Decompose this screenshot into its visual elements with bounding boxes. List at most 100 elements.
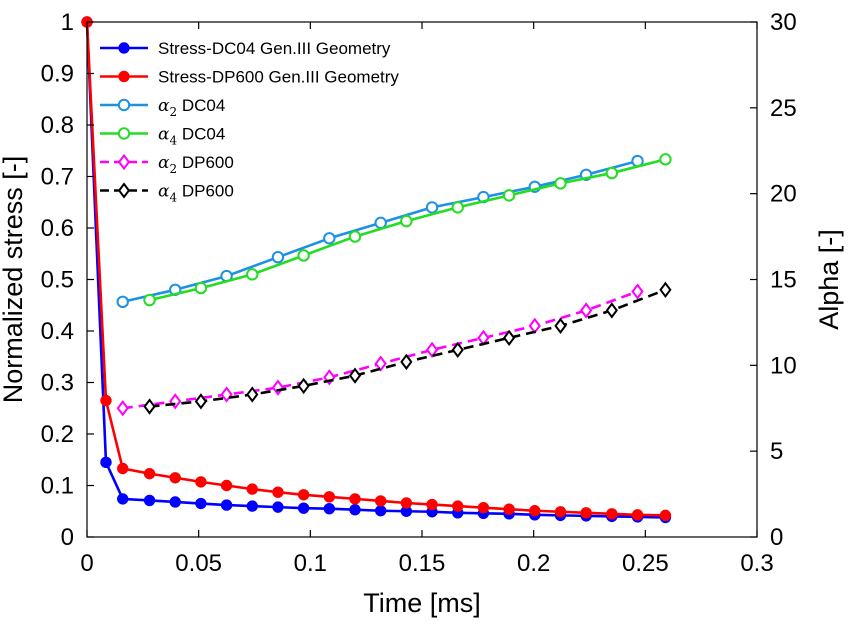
y-right-tick-label: 0: [770, 524, 783, 551]
legend-entry-1: Stress-DC04 Gen.III Geometry: [100, 39, 391, 58]
data-point: [246, 483, 258, 495]
legend-entry-2: Stress-DP600 Gen.III Geometry: [100, 68, 399, 87]
data-point: [400, 214, 413, 228]
y-left-tick-label: 0.3: [41, 370, 74, 397]
data-point: [143, 467, 156, 480]
data-point: [272, 501, 284, 513]
data-point: [605, 166, 619, 180]
data-point: [195, 476, 207, 488]
legend-entry-5: α2 DP600: [100, 153, 234, 176]
data-point: [554, 317, 567, 335]
data-point: [425, 341, 439, 359]
y-left-tick-label: 0.5: [41, 267, 74, 294]
data-point: [425, 201, 439, 214]
x-tick-label: 0.15: [399, 550, 446, 577]
data-point: [297, 489, 310, 501]
y-left-tick-label: 0.4: [41, 318, 74, 345]
data-point: [117, 493, 129, 505]
y-left-tick-label: 0.9: [41, 61, 74, 88]
series-5: [116, 283, 644, 417]
legend-entry-3: α2 DC04: [100, 96, 225, 119]
data-point: [220, 479, 233, 492]
x-tick-label: 0: [80, 550, 93, 577]
data-point: [297, 249, 310, 262]
data-point: [452, 500, 464, 512]
y-left-tick-label: 0.2: [41, 421, 74, 448]
data-point: [374, 355, 387, 372]
data-point: [169, 496, 181, 508]
data-point: [580, 507, 592, 519]
data-point: [116, 400, 129, 417]
series-line: [85, 21, 666, 517]
y-right-tick-label: 10: [770, 352, 797, 379]
x-tick-label: 0.1: [294, 550, 327, 577]
legend-marker: [117, 182, 131, 199]
data-point: [659, 509, 672, 522]
data-point: [502, 329, 516, 347]
series-line: [85, 21, 666, 519]
data-point: [631, 509, 644, 521]
series-6: [143, 281, 672, 415]
legend-label: Stress-DP600 Gen.III Geometry: [158, 68, 399, 87]
data-point: [374, 495, 387, 507]
y-axis-right-label: Alpha [-]: [814, 229, 844, 330]
data-point: [271, 379, 285, 396]
data-point: [143, 398, 156, 415]
data-point: [502, 189, 516, 202]
data-point: [323, 491, 336, 503]
data-point: [659, 281, 672, 298]
x-tick-label: 0.2: [517, 550, 550, 577]
series-line: [122, 290, 638, 410]
y-axis-left-label: Normalized stress [-]: [0, 156, 28, 404]
data-point: [631, 283, 644, 300]
data-point: [297, 377, 310, 395]
data-point: [271, 250, 285, 264]
legend-marker: [117, 153, 131, 171]
data-point: [348, 367, 362, 384]
legend-label: Stress-DC04 Gen.III Geometry: [158, 39, 391, 58]
data-point: [400, 353, 413, 371]
data-point: [194, 393, 208, 410]
data-point: [426, 498, 438, 511]
data-point: [528, 317, 541, 335]
data-point: [272, 486, 284, 498]
data-point: [143, 293, 156, 307]
x-tick-label: 0.25: [622, 550, 669, 577]
legend-label: α4 DC04: [158, 125, 225, 148]
plot-lines: [81, 16, 672, 524]
data-point: [451, 341, 464, 359]
y-left-tick-label: 0.8: [41, 112, 74, 139]
data-point: [554, 506, 567, 518]
y-right-tick-label: 20: [770, 181, 797, 208]
series-2: [81, 16, 672, 522]
legend-marker: [118, 42, 130, 54]
y-left-tick-label: 0.1: [41, 473, 74, 500]
y-left-tick-label: 1: [61, 9, 74, 36]
data-point: [605, 302, 618, 319]
data-point: [554, 177, 567, 190]
series-3: [116, 154, 644, 309]
data-point: [246, 386, 259, 403]
data-point: [606, 508, 618, 520]
legend: Stress-DC04 Gen.III Geometry Stress-DP600…: [100, 39, 399, 205]
series-1: [81, 16, 672, 524]
series-4: [143, 153, 672, 307]
x-tick-label: 0.05: [175, 550, 222, 577]
data-point: [100, 394, 112, 407]
data-point: [348, 230, 362, 243]
data-point: [246, 268, 259, 281]
data-point: [117, 462, 129, 475]
legend-entry-4: α4 DC04: [100, 125, 225, 148]
data-point: [246, 500, 258, 512]
y-right-tick-label: 30: [770, 9, 797, 36]
data-point: [323, 232, 336, 245]
x-tick-label: 0.3: [740, 550, 773, 577]
data-point: [220, 499, 233, 511]
data-point: [529, 505, 541, 517]
data-point: [195, 497, 207, 510]
y-left-tick-label: 0.7: [41, 164, 74, 191]
data-point: [194, 281, 208, 295]
data-point: [374, 505, 387, 517]
data-point: [349, 504, 361, 516]
